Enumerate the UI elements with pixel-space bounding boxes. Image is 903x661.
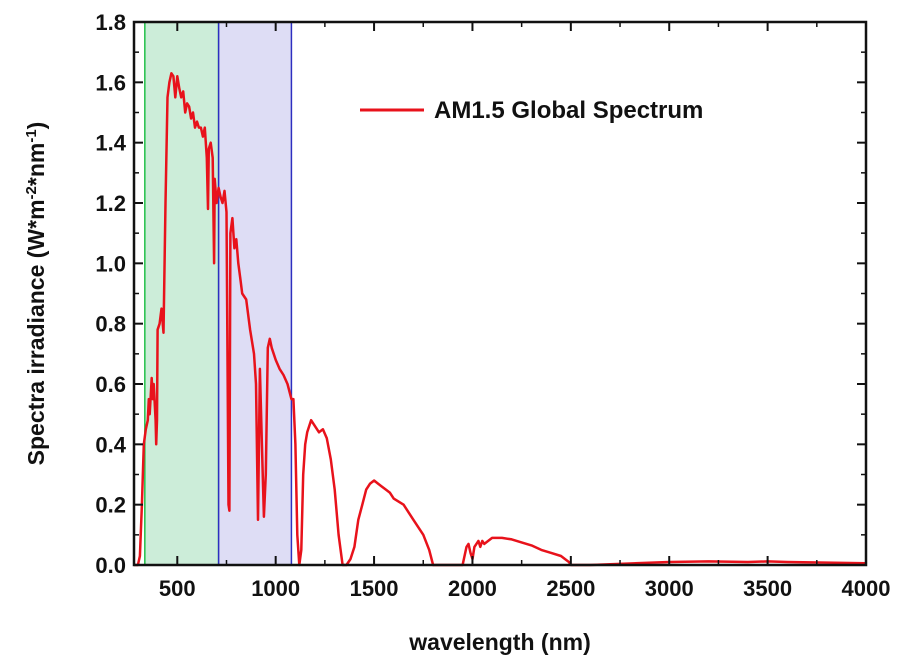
x-tick-label: 2500 <box>546 576 595 601</box>
y-tick-label: 1.2 <box>95 191 126 216</box>
y-tick-label: 1.0 <box>95 251 126 276</box>
axis-ticks: 500 1000 1500 2000 2500 3000 3500 4000 0.0 0.2 0.4… <box>95 10 890 601</box>
y-tick-label: 0.2 <box>95 493 126 518</box>
x-tick-label: 1000 <box>251 576 300 601</box>
x-tick-label: 500 <box>159 576 196 601</box>
y-tick-label: 0.0 <box>95 553 126 578</box>
x-tick-label: 3500 <box>743 576 792 601</box>
y-tick-label: 0.4 <box>95 432 126 457</box>
x-tick-label: 4000 <box>842 576 891 601</box>
series-line-am15 <box>134 72 867 567</box>
y-axis-label-sup1: -2 <box>23 186 40 199</box>
y-axis-label-mid: *nm <box>23 143 49 186</box>
x-tick-label: 3000 <box>645 576 694 601</box>
x-tick-label: 2000 <box>448 576 497 601</box>
legend: AM1.5 Global Spectrum <box>360 97 703 124</box>
y-axis-label-end: ) <box>23 122 49 130</box>
x-tick-label: 1500 <box>350 576 399 601</box>
y-tick-label: 0.6 <box>95 372 126 397</box>
y-axis-label-main: Spectra irradiance (W*m <box>23 199 49 465</box>
x-axis-label: wavelength (nm) <box>408 629 590 655</box>
highlight-band-green <box>144 21 220 566</box>
legend-label: AM1.5 Global Spectrum <box>434 97 703 124</box>
y-tick-label: 1.6 <box>95 70 126 95</box>
y-tick-label: 1.8 <box>95 10 126 35</box>
y-axis-label: Spectra irradiance (W*m-2*nm-1) <box>23 122 50 466</box>
y-tick-label: 0.8 <box>95 312 126 337</box>
y-tick-label: 1.4 <box>95 131 126 156</box>
y-axis-label-sup2: -1 <box>23 129 40 142</box>
series-layer <box>134 72 867 567</box>
